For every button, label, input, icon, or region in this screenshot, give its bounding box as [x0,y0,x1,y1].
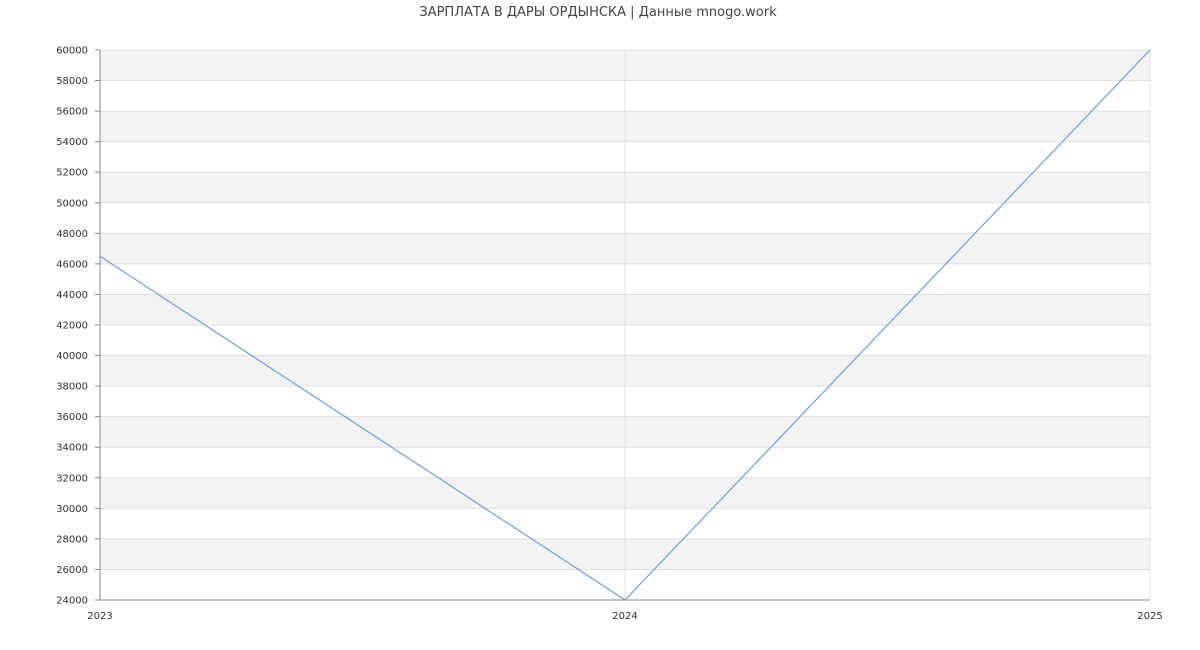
chart-title: ЗАРПЛАТА В ДАРЫ ОРДЫНСКА | Данные mnogo.… [419,5,777,20]
x-tick-label: 2025 [1137,611,1162,622]
y-tick-label: 56000 [56,107,88,118]
y-tick-label: 26000 [56,565,88,576]
y-tick-label: 52000 [56,168,88,179]
gridlines [100,49,1151,601]
y-tick-label: 60000 [56,46,88,57]
x-axis-ticks: 2023 2024 2025 [87,611,1162,622]
y-tick-label: 38000 [56,382,88,393]
y-tick-label: 42000 [56,321,88,332]
y-tick-label: 48000 [56,229,88,240]
x-tick-label: 2024 [612,611,637,622]
y-tick-label: 28000 [56,534,88,545]
y-tick-label: 34000 [56,443,88,454]
y-tick-label: 44000 [56,290,88,301]
y-tick-label: 46000 [56,259,88,270]
y-tick-label: 36000 [56,412,88,423]
series [99,49,1151,601]
y-tick-label: 32000 [56,473,88,484]
y-tick-label: 50000 [56,198,88,209]
y-tick-label: 40000 [56,351,88,362]
y-axis-ticks: 24000 26000 28000 30000 32000 34000 36000 38000… [56,46,100,607]
x-tick-label: 2023 [87,611,112,622]
y-tick-label: 30000 [56,504,88,515]
y-tick-label: 54000 [56,137,88,148]
y-tick-label: 24000 [56,596,88,607]
y-tick-label: 58000 [56,76,88,87]
